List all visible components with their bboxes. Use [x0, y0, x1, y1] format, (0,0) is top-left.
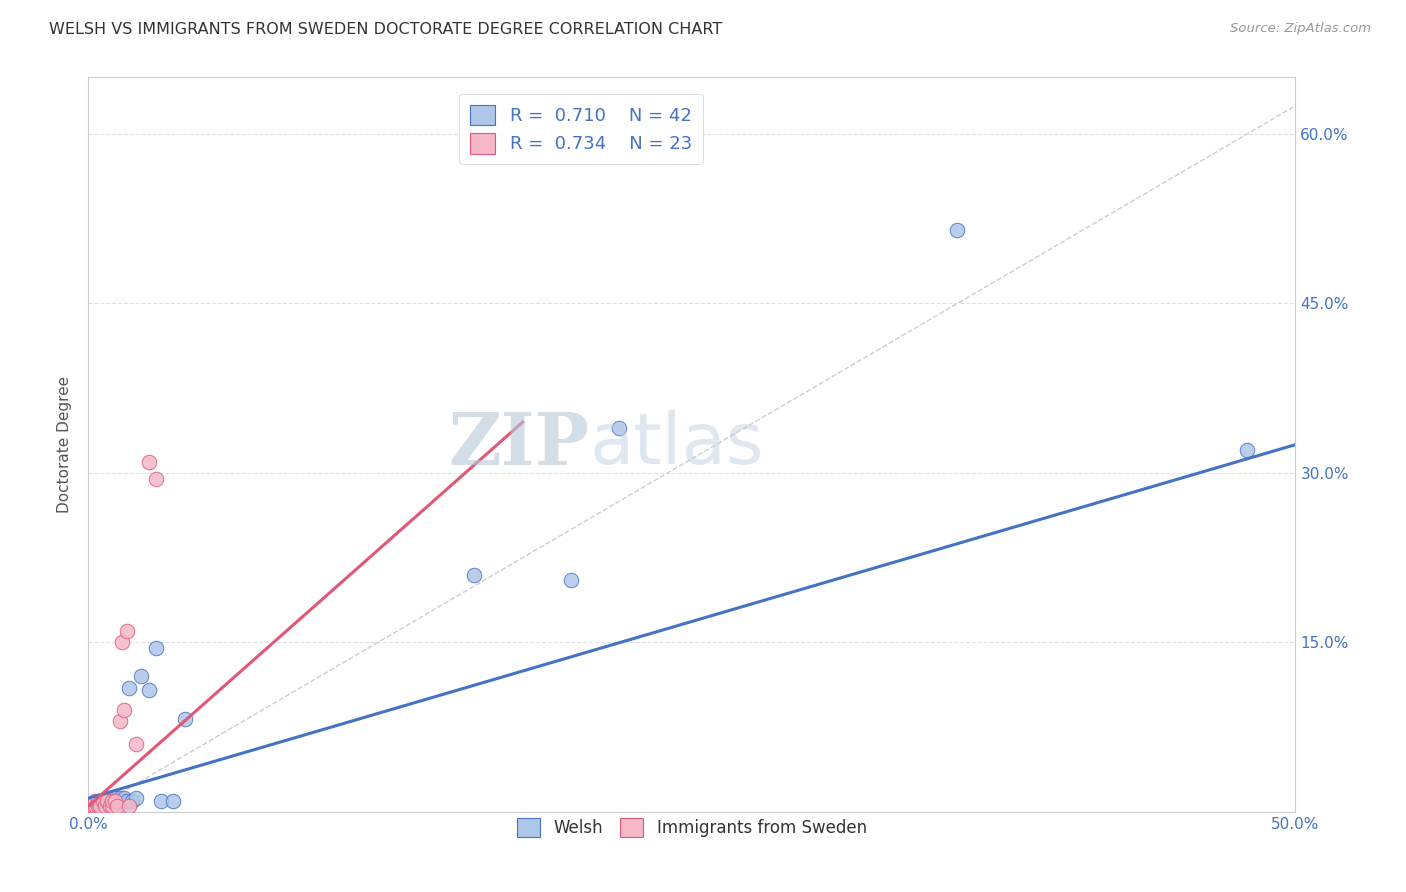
Point [89, 799, 111, 814]
Point [125, 791, 148, 805]
Point [112, 703, 135, 717]
Text: ZIP: ZIP [449, 409, 589, 480]
Point [115, 794, 138, 808]
Point [138, 682, 160, 697]
Point [145, 471, 167, 485]
Point [105, 799, 128, 814]
Point [1236, 443, 1258, 458]
Point [82, 799, 104, 814]
Point [98, 799, 121, 814]
Point [79, 799, 101, 814]
Point [96, 799, 118, 814]
Point [162, 794, 184, 808]
Text: atlas: atlas [589, 410, 763, 479]
Point [96, 794, 118, 808]
Point [87, 799, 110, 814]
Point [101, 794, 124, 808]
Point [112, 791, 135, 805]
Point [111, 794, 134, 808]
Point [118, 799, 141, 814]
Point [84, 796, 107, 810]
Point [108, 791, 131, 805]
Point [946, 223, 969, 237]
Point [98, 794, 121, 808]
Point [108, 714, 131, 729]
Legend: Welsh, Immigrants from Sweden: Welsh, Immigrants from Sweden [510, 812, 873, 844]
Point [84, 799, 107, 814]
Point [94, 796, 117, 810]
Point [173, 712, 195, 726]
Point [89, 799, 111, 814]
Point [87, 799, 110, 814]
Point [87, 796, 110, 810]
Point [89, 796, 111, 810]
Point [138, 454, 160, 468]
Point [463, 567, 485, 582]
Point [101, 799, 124, 814]
Text: Source: ZipAtlas.com: Source: ZipAtlas.com [1230, 22, 1371, 36]
Point [104, 796, 127, 810]
Point [118, 681, 141, 695]
Point [84, 799, 107, 814]
Point [94, 794, 117, 808]
Point [101, 799, 124, 814]
Point [560, 574, 582, 588]
Point [91, 794, 114, 808]
Point [104, 791, 127, 805]
Point [89, 794, 111, 808]
Point [115, 624, 138, 639]
Point [91, 794, 114, 808]
Point [96, 794, 118, 808]
Point [125, 737, 148, 751]
Y-axis label: Doctorate Degree: Doctorate Degree [58, 376, 72, 513]
Point [104, 794, 127, 808]
Point [82, 799, 104, 814]
Point [149, 794, 172, 808]
Point [91, 796, 114, 810]
Point [84, 794, 107, 808]
Point [121, 794, 143, 808]
Point [98, 799, 121, 814]
Point [105, 794, 128, 808]
Point [94, 799, 117, 814]
Point [98, 796, 121, 810]
Point [129, 669, 152, 683]
Point [94, 799, 117, 814]
Point [91, 799, 114, 814]
Point [101, 794, 124, 808]
Text: WELSH VS IMMIGRANTS FROM SWEDEN DOCTORATE DEGREE CORRELATION CHART: WELSH VS IMMIGRANTS FROM SWEDEN DOCTORAT… [49, 22, 723, 37]
Point [609, 420, 631, 434]
Point [111, 635, 134, 649]
Point [87, 794, 110, 808]
Point [145, 641, 167, 656]
